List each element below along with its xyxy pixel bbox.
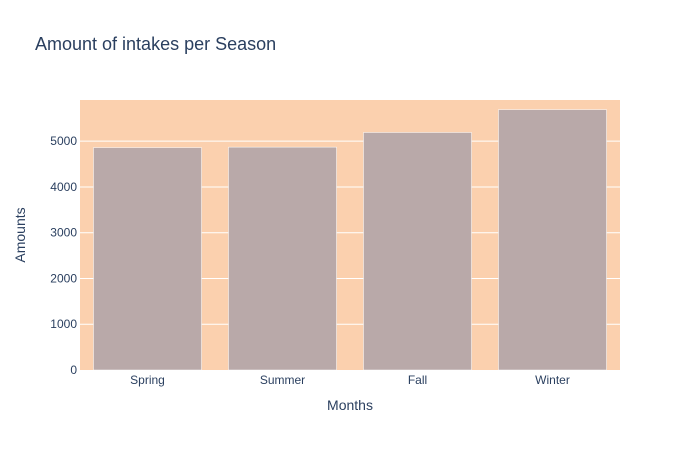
x-tick-label: Winter bbox=[535, 373, 570, 387]
y-tick-label: 1000 bbox=[50, 317, 77, 331]
y-tick-label: 2000 bbox=[50, 271, 77, 285]
y-axis-ticks: 0 1000 2000 3000 4000 5000 bbox=[50, 134, 77, 377]
bar-spring bbox=[93, 147, 202, 371]
x-tick-label: Fall bbox=[408, 373, 427, 387]
y-tick-label: 4000 bbox=[50, 180, 77, 194]
bar-fall bbox=[363, 132, 472, 371]
y-tick-label: 3000 bbox=[50, 226, 77, 240]
bars bbox=[93, 109, 607, 371]
bar-winter bbox=[498, 109, 607, 371]
x-axis-ticks: Spring Summer Fall Winter bbox=[130, 373, 570, 387]
bar-summer bbox=[228, 146, 337, 371]
y-tick-label: 0 bbox=[70, 363, 77, 377]
y-axis-title: Amounts bbox=[12, 207, 28, 262]
x-tick-label: Spring bbox=[130, 373, 165, 387]
y-tick-label: 5000 bbox=[50, 134, 77, 148]
chart-title: Amount of intakes per Season bbox=[35, 34, 276, 54]
x-tick-label: Summer bbox=[260, 373, 305, 387]
x-axis-title: Months bbox=[327, 397, 373, 413]
